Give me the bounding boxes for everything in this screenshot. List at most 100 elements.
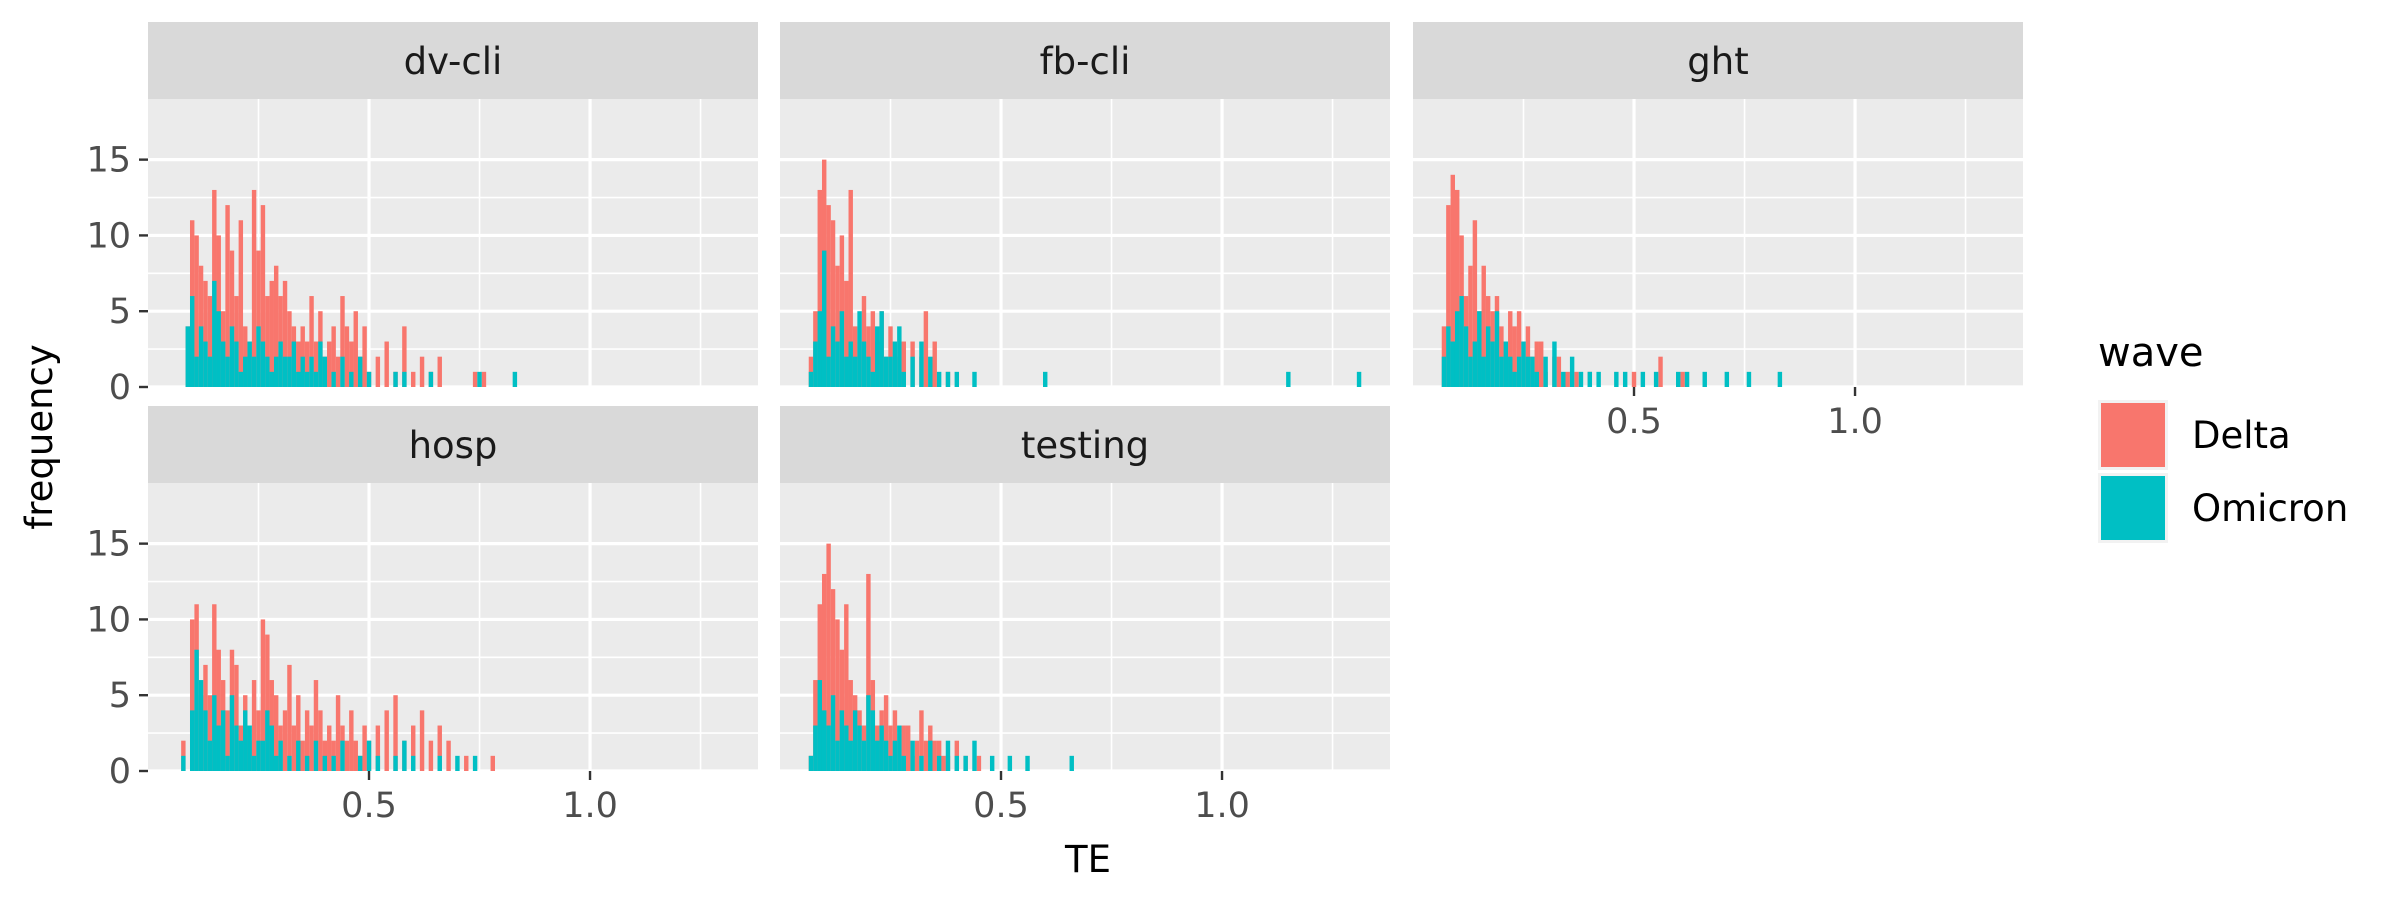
bar-omicron [225, 755, 230, 771]
bar-delta [375, 725, 381, 771]
bar-omicron [870, 371, 876, 387]
bar-omicron [265, 356, 270, 387]
bar-omicron [313, 740, 319, 771]
bar-delta [309, 296, 314, 387]
bar-omicron [848, 341, 853, 387]
bar-delta [229, 250, 235, 387]
bar-omicron [198, 326, 204, 387]
strip-fb-cli [780, 22, 1390, 99]
bar-omicron [821, 250, 827, 387]
x-tick-label: 0.5 [973, 786, 1029, 826]
bar-omicron [1614, 371, 1619, 387]
bar-omicron [817, 680, 822, 771]
bar-delta [287, 664, 292, 771]
bar-omicron [1561, 371, 1566, 387]
bar-omicron [861, 341, 867, 387]
bar-delta [866, 573, 871, 771]
bar-omicron [243, 710, 248, 771]
bar-omicron [1640, 371, 1646, 387]
bar-omicron [1508, 356, 1513, 387]
bar-omicron [844, 356, 849, 387]
bar-omicron [892, 740, 898, 771]
bar-omicron [273, 755, 279, 771]
x-axis-title: TE [1064, 838, 1111, 881]
bar-omicron [1596, 371, 1601, 387]
bar-omicron [472, 755, 478, 771]
panel-ght: ght [1413, 22, 2023, 389]
bar-omicron [300, 356, 305, 387]
bar-delta [1534, 341, 1539, 387]
bar-omicron [1512, 371, 1517, 387]
bar-omicron [313, 371, 319, 387]
bar-omicron [234, 725, 239, 771]
bar-omicron [839, 710, 845, 771]
bar-omicron [817, 311, 822, 387]
bar-omicron [212, 695, 217, 771]
grid-testing [780, 483, 1390, 773]
bar-omicron [366, 371, 372, 387]
bar-delta [344, 326, 350, 387]
bar-delta [327, 725, 332, 771]
bar-omicron [181, 755, 186, 771]
bar-delta [835, 619, 840, 771]
bar-omicron [287, 755, 292, 771]
y-tick-label: 0 [109, 752, 131, 792]
bar-delta [335, 356, 341, 387]
bar-omicron [251, 755, 257, 771]
bar-omicron [945, 371, 951, 387]
bar-delta [251, 189, 257, 387]
bar-omicron [1043, 371, 1048, 387]
bar-omicron [402, 371, 407, 387]
bar-omicron [477, 371, 482, 387]
bar-delta [340, 296, 345, 387]
strip-label-testing: testing [1021, 424, 1149, 467]
bar-omicron [830, 695, 836, 771]
strip-dv-cli [148, 22, 758, 99]
bar-omicron [848, 740, 853, 771]
bar-omicron [265, 710, 270, 771]
bar-omicron [1446, 326, 1451, 387]
bar-omicron [304, 371, 310, 387]
bar-omicron [357, 356, 363, 387]
bar-delta [384, 341, 389, 387]
bar-omicron [1587, 371, 1593, 387]
bar-omicron [393, 371, 398, 387]
bar-delta [282, 710, 288, 771]
bar-delta [362, 326, 367, 387]
bar-omicron [888, 356, 893, 387]
bar-omicron [1450, 341, 1455, 387]
bar-omicron [304, 755, 310, 771]
bar-omicron [229, 695, 235, 771]
bar-omicron [936, 755, 942, 771]
bar-delta [848, 189, 853, 387]
bar-delta [344, 740, 350, 771]
bar-delta [238, 220, 244, 387]
bar-omicron [512, 371, 518, 387]
bar-omicron [989, 755, 995, 771]
bar-delta [1481, 265, 1486, 387]
bar-omicron [1007, 755, 1013, 771]
strip-label-dv-cli: dv-cli [404, 40, 503, 83]
bar-delta [207, 296, 213, 387]
bar-delta [296, 695, 301, 771]
bar-omicron [1676, 371, 1681, 387]
bar-delta [844, 604, 849, 771]
bar-delta [1454, 189, 1460, 387]
bar-omicron [428, 371, 434, 387]
bar-omicron [1477, 311, 1482, 387]
bar-omicron [1459, 296, 1464, 387]
bar-omicron [189, 296, 195, 387]
bar-delta [835, 265, 840, 387]
bar-omicron [256, 326, 261, 387]
bar-omicron [256, 740, 261, 771]
bar-delta [914, 740, 920, 771]
bar-delta [481, 371, 487, 387]
bar-omicron [203, 341, 208, 387]
x-tick-label: 0.5 [341, 786, 397, 826]
strip-testing [780, 406, 1390, 483]
bar-omicron [194, 649, 199, 771]
bar-omicron [1552, 341, 1557, 387]
bar-omicron [225, 356, 230, 387]
bar-omicron [203, 710, 208, 771]
bar-delta [1468, 265, 1473, 387]
